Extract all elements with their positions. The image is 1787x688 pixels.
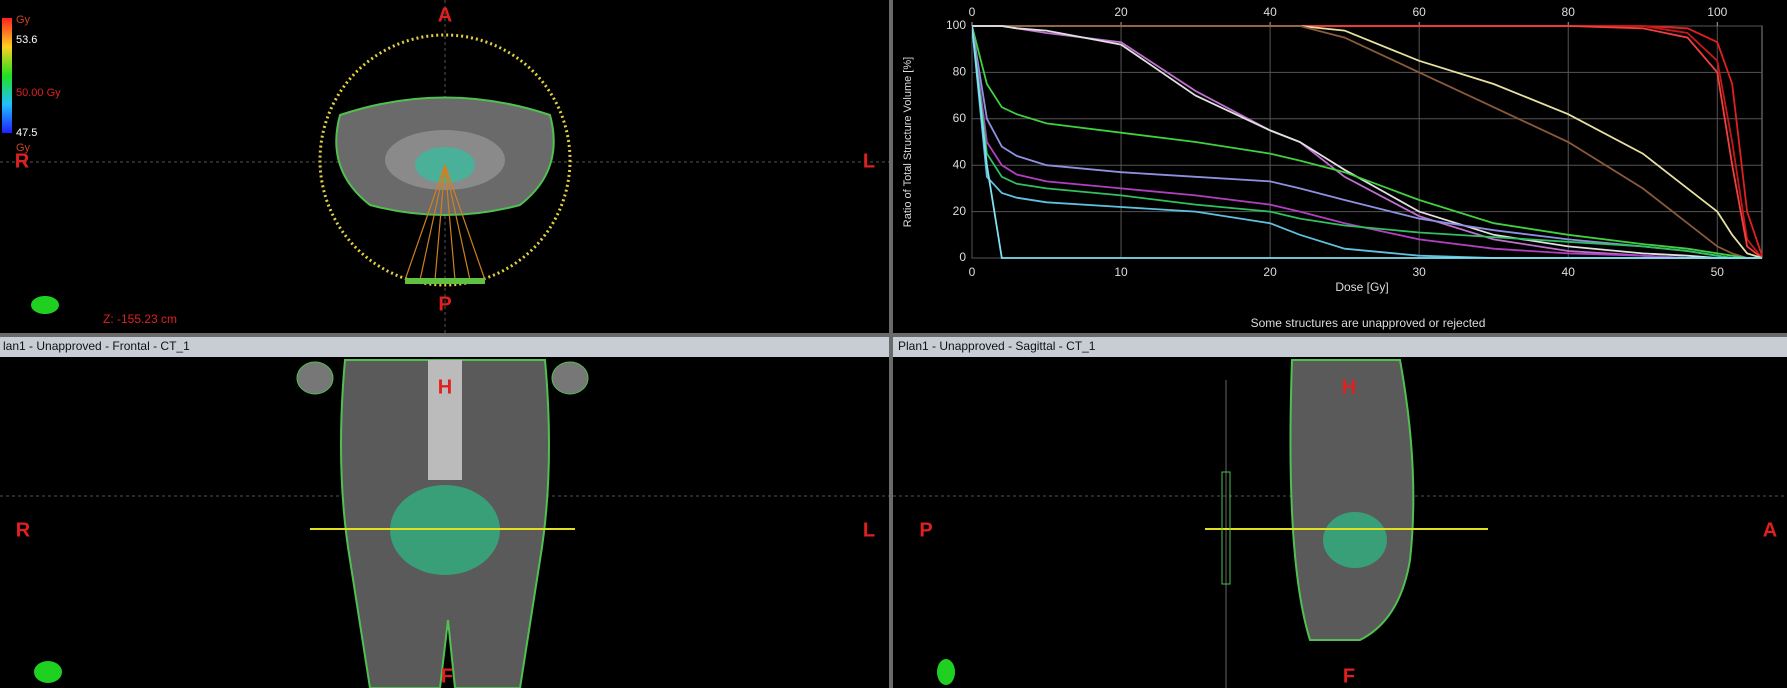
target — [1323, 512, 1387, 568]
orientation-label: R — [15, 150, 30, 172]
x2-tick-label: 60 — [1412, 5, 1426, 19]
orientation-label: L — [863, 150, 875, 172]
orientation-label: H — [1342, 376, 1356, 398]
orientation-label: F — [441, 665, 453, 687]
x-tick-label: 30 — [1412, 265, 1426, 279]
dvh-chart: Some structures are unapproved or reject… — [902, 5, 1763, 330]
colorbar-max-unit: Gy — [16, 14, 31, 26]
view-title-bar — [0, 337, 889, 357]
colorbar-max: 53.6 — [16, 34, 37, 46]
colorbar — [2, 18, 12, 133]
dvh-curve — [972, 25, 1762, 259]
x-tick-label: 20 — [1263, 265, 1277, 279]
x-tick-label: 40 — [1562, 265, 1576, 279]
x2-tick-label: 100 — [1707, 5, 1727, 19]
y-tick-label: 40 — [953, 157, 967, 171]
vertical-divider — [889, 0, 893, 688]
orientation-label: H — [438, 376, 452, 398]
dvh-curve — [972, 25, 1762, 259]
coordinate: Z: -155.23 cm — [103, 312, 177, 326]
x2-tick-label: 20 — [1114, 5, 1128, 19]
orientation-label: L — [863, 519, 875, 541]
colorbar-min-unit: Gy — [16, 142, 31, 154]
view-title: lan1 - Unapproved - Frontal - CT_1 — [3, 339, 190, 353]
arc-ring — [318, 33, 572, 287]
view-title: Plan1 - Unapproved - Sagittal - CT_1 — [898, 339, 1096, 353]
orientation-label: P — [438, 293, 451, 315]
orientation-label: A — [438, 4, 452, 26]
orientation-label: P — [919, 519, 932, 541]
arm — [551, 361, 589, 395]
plot-area — [971, 25, 1763, 259]
orientation-label: R — [16, 519, 31, 541]
x2-tick-label: 0 — [969, 5, 976, 19]
orientation-icon — [31, 296, 59, 314]
dvh-curve — [972, 25, 1762, 259]
y-tick-label: 0 — [959, 250, 966, 264]
frontal-view: lan1 - Unapproved - Frontal - CT_1 H R L… — [0, 337, 889, 688]
body-contour — [1289, 359, 1415, 641]
y-tick-label: 20 — [953, 204, 967, 218]
orientation-label: A — [1763, 519, 1777, 541]
y-tick-label: 100 — [946, 18, 966, 32]
sagittal-view: Plan1 - Unapproved - Sagittal - CT_1 H P… — [893, 337, 1787, 688]
view-title-bar — [893, 337, 1787, 357]
x-tick-label: 50 — [1711, 265, 1725, 279]
y-axis-label: Ratio of Total Structure Volume [%] — [902, 57, 914, 227]
axial-view: Gy 53.6 50.00 Gy 47.5 Gy A R L P Z: -155… — [0, 0, 889, 333]
y-tick-label: 60 — [953, 111, 967, 125]
arm — [296, 361, 334, 395]
y-tick-label: 80 — [953, 65, 967, 79]
x-tick-label: 10 — [1114, 265, 1128, 279]
x-axis-label: Dose [Gy] — [1335, 280, 1388, 294]
x2-tick-label: 80 — [1562, 5, 1576, 19]
orientation-icon — [937, 659, 955, 685]
horizontal-divider — [0, 333, 1787, 337]
x-tick-label: 0 — [969, 265, 976, 279]
colorbar-reference: 50.00 Gy — [16, 87, 61, 99]
beams — [404, 164, 486, 281]
spine — [428, 360, 462, 480]
chart-note: Some structures are unapproved or reject… — [1251, 316, 1486, 330]
dvh-curve — [972, 25, 1762, 259]
orientation-label: F — [1343, 665, 1355, 687]
couch — [405, 278, 485, 284]
dvh-curves — [972, 25, 1763, 259]
couch — [1221, 471, 1231, 585]
orientation-icon — [34, 661, 62, 683]
colorbar-min: 47.5 — [16, 127, 37, 139]
x2-tick-label: 40 — [1263, 5, 1277, 19]
